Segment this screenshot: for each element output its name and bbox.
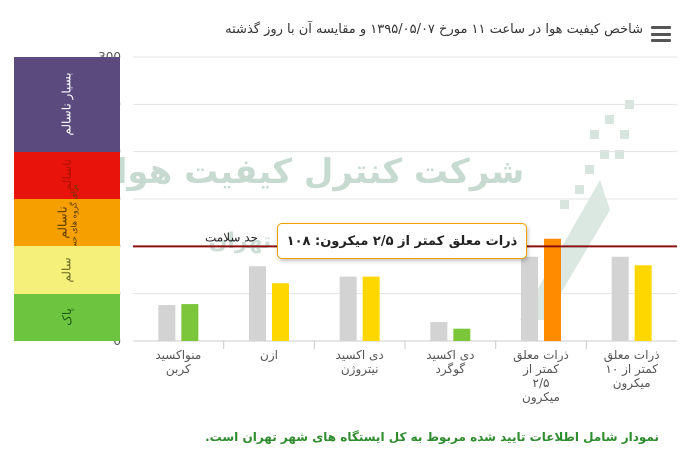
bar-previous-day xyxy=(611,256,629,341)
aqi-band-label: پاک xyxy=(60,308,74,326)
x-tick-label: دی اکسید گوگرد xyxy=(426,348,474,377)
x-tick-label: ازن xyxy=(260,348,278,363)
bar-current xyxy=(362,276,380,341)
watermark-logo-icon xyxy=(520,180,610,320)
aqi-band-name: سالم xyxy=(59,257,74,283)
chart-title: شاخص کیفیت هوا در ساعت ۱۱ مورخ ۱۳۹۵/۰۵/۰… xyxy=(225,22,643,37)
x-tick-label: منواکسید کربن xyxy=(155,348,201,377)
aqi-band: ناسالم xyxy=(14,151,120,199)
watermark-logo-icon xyxy=(560,200,569,209)
bar-current xyxy=(634,265,652,341)
aqi-band-label: سالم xyxy=(60,257,74,282)
watermark-logo-icon xyxy=(575,185,584,194)
bar-previous-day xyxy=(249,266,266,341)
aqi-band: ناسالم برای گروه های حساس xyxy=(14,185,120,261)
bar-current xyxy=(181,304,199,341)
y-tick-label: 0 xyxy=(113,334,121,348)
watermark-logo-icon xyxy=(585,165,594,174)
x-tick-label: دی اکسید نیتروژن xyxy=(336,348,384,377)
aqi-band-name: بسیار ناسالم xyxy=(60,72,74,136)
aqi-band: بسیار ناسالم xyxy=(14,57,120,152)
aqi-band-label: بسیار ناسالم xyxy=(60,73,74,136)
watermark-logo-icon xyxy=(590,130,599,139)
watermark-text: تهران xyxy=(209,229,272,254)
chart-tooltip: ذرات معلق کمتر از ۲/۵ میکرون: ۱۰۸ xyxy=(277,223,527,259)
bar-current xyxy=(272,283,289,341)
aqi-band: سالم xyxy=(14,246,120,294)
aqi-band-name: پاک xyxy=(60,308,74,327)
x-tick-label: ذرات معلق کمتر از ۱۰ میکرون xyxy=(604,348,660,391)
watermark-logo-icon xyxy=(600,150,609,159)
watermark-logo-icon xyxy=(605,115,614,124)
bar-current xyxy=(544,238,561,341)
bar-current xyxy=(453,328,471,341)
watermark-logo-icon xyxy=(615,150,624,159)
aqi-band: پاک xyxy=(14,293,120,341)
x-tick-label: ذرات معلق کمتر از ۲/۵ میکرون xyxy=(513,348,569,405)
bar-previous-day xyxy=(430,322,448,341)
watermark-text: شرکت کنترل کیفیت هوا xyxy=(116,152,525,192)
watermark-logo-icon xyxy=(620,130,629,139)
reference-line-label: حد سلامت xyxy=(205,230,258,244)
bar-previous-day xyxy=(158,305,176,341)
hamburger-menu-icon[interactable] xyxy=(651,26,671,42)
footer-note: نمودار شامل اطلاعات تایید شده مربوط به ک… xyxy=(205,430,659,444)
bar-previous-day xyxy=(521,256,538,341)
bar-previous-day xyxy=(339,276,357,341)
